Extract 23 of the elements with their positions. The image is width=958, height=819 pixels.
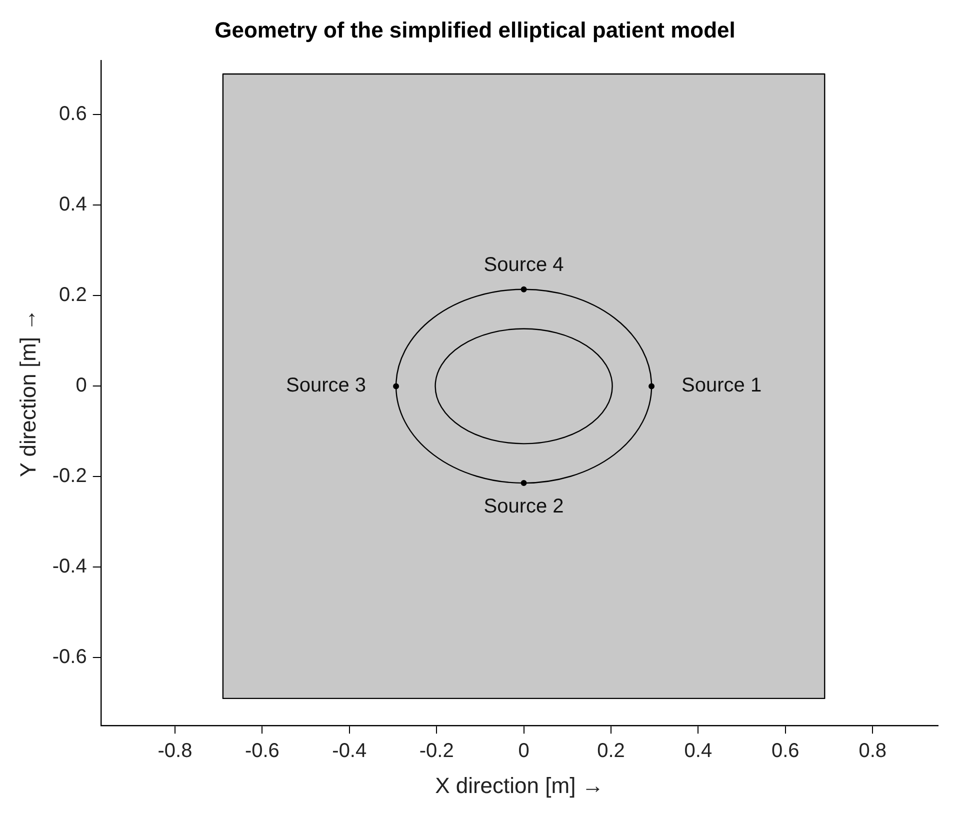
- annotation: Source 2: [484, 496, 564, 518]
- chart-title: Geometry of the simplified elliptical patient model: [214, 17, 736, 42]
- y-tick-label: 0.2: [59, 284, 87, 306]
- y-tick-label: -0.6: [52, 646, 87, 668]
- x-tick-label: 0.8: [858, 740, 887, 762]
- x-tick-label: -0.6: [244, 740, 280, 762]
- x-tick-label: -0.2: [419, 740, 454, 762]
- annotation: Source 1: [682, 374, 762, 397]
- x-tick-label: 0.6: [771, 740, 800, 762]
- annotation: Source 3: [286, 374, 366, 397]
- y-tick-label: 0.6: [59, 103, 87, 126]
- x-tick-label: -0.8: [158, 740, 192, 762]
- y-tick-label: 0: [76, 374, 87, 397]
- y-tick-label: -0.2: [52, 465, 87, 488]
- x-tick-label: 0.2: [597, 740, 625, 762]
- x-axis-title: X direction [m] →: [435, 772, 604, 798]
- x-tick-label: 0: [518, 740, 530, 762]
- y-tick-label: 0.4: [59, 194, 87, 216]
- annotation: Source 4: [484, 254, 564, 276]
- x-tick-label: -0.4: [332, 740, 367, 762]
- y-axis-title: Y direction [m] →: [15, 308, 40, 478]
- x-tick-label: 0.4: [684, 740, 712, 762]
- y-tick-label: -0.4: [52, 556, 87, 578]
